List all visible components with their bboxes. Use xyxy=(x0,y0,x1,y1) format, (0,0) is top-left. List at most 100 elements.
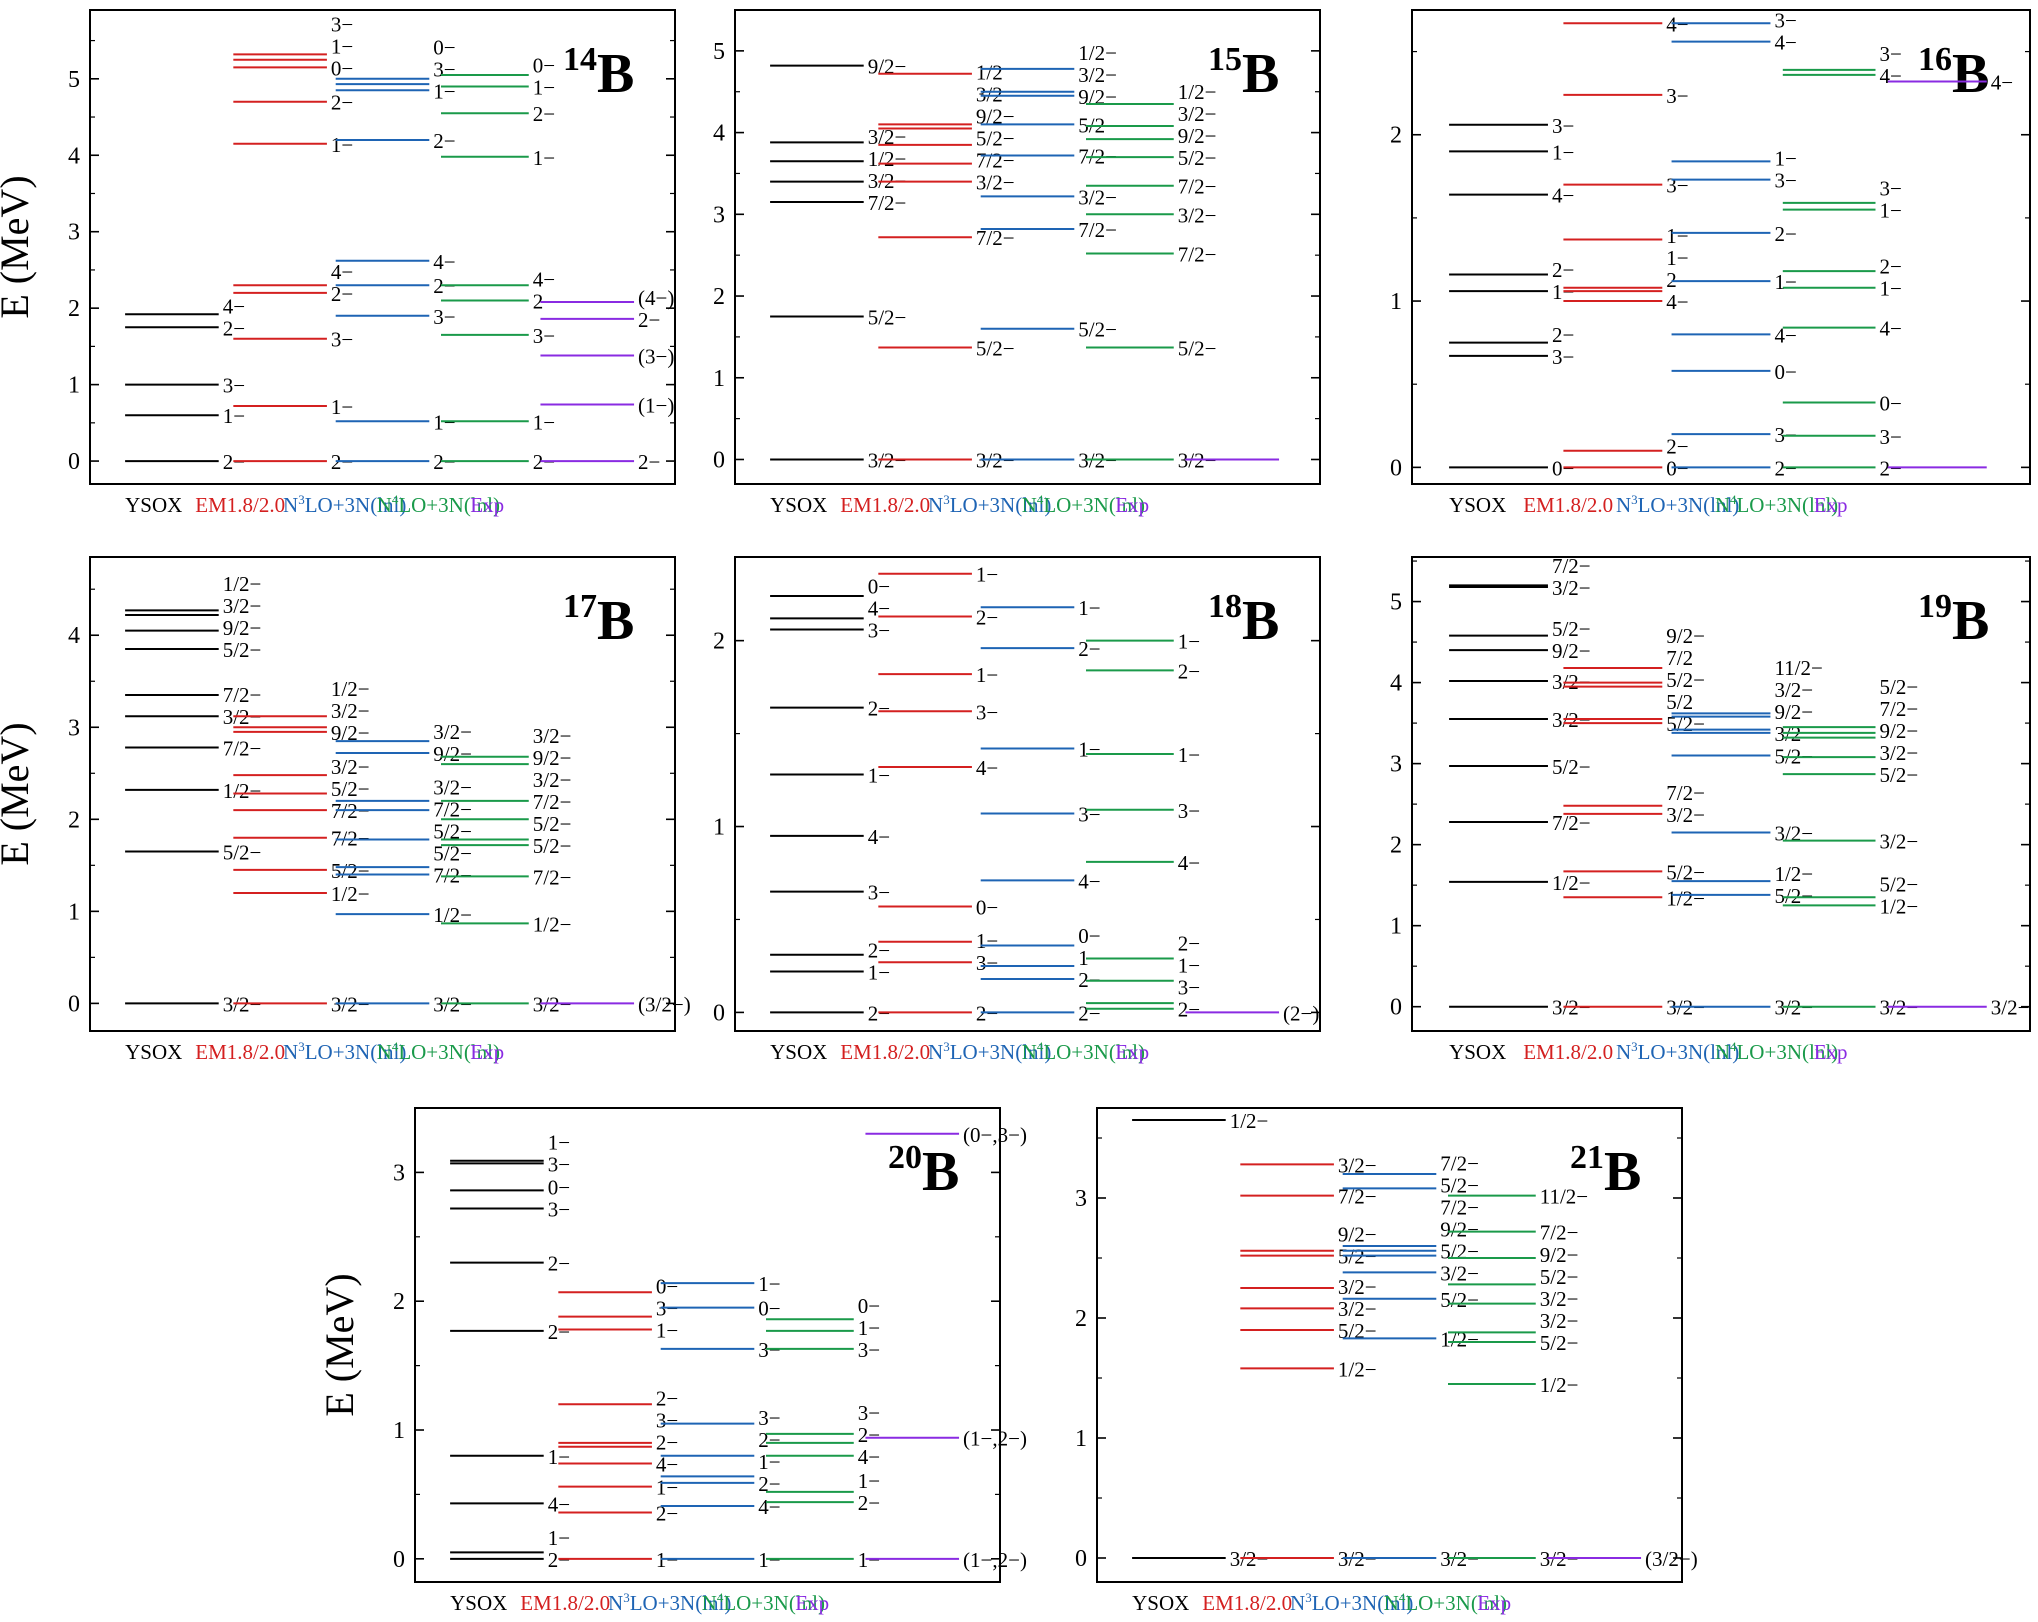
panel-frame xyxy=(89,556,676,1032)
level-label: 1/2− xyxy=(331,882,370,906)
level-label: 5/2− xyxy=(868,305,907,329)
panel-16B: 01216B0−3−2−1−2−4−1−3−0−2−4−21−1−3−3−4−2… xyxy=(1390,9,2031,517)
level-label: 1− xyxy=(976,929,998,953)
legend-n3lo: N3LO+3N(lnl) xyxy=(283,492,406,517)
y-tick-label: 5 xyxy=(1390,590,1402,616)
y-tick-label: 3 xyxy=(393,1160,405,1186)
level-label: 2− xyxy=(1666,434,1688,458)
level-label: 0− xyxy=(758,1297,780,1321)
level-label: 3− xyxy=(1774,169,1796,193)
level-label: (1−) xyxy=(638,393,674,417)
level-label: 7/2− xyxy=(1666,781,1705,805)
level-label: 2− xyxy=(656,1431,678,1455)
level-label: 1− xyxy=(1666,246,1688,270)
level-label: 9/2− xyxy=(1774,700,1813,724)
level-label: 4− xyxy=(533,268,555,292)
level-label: 0− xyxy=(1774,360,1796,384)
level-label: 4− xyxy=(1991,71,2013,95)
level-label: 4− xyxy=(433,250,455,274)
y-axis-label: E (MeV) xyxy=(317,1273,362,1416)
nucleus-mass: 16 xyxy=(1918,41,1952,78)
y-axis-label: E (MeV) xyxy=(0,175,37,318)
level-label: 3/2− xyxy=(1774,821,1813,845)
level-label: 1/2− xyxy=(533,912,572,936)
level-label: 1− xyxy=(858,1469,880,1493)
level-label: 2− xyxy=(433,129,455,153)
level-label: 7/2− xyxy=(868,191,907,215)
level-label: 0− xyxy=(331,56,353,80)
level-label: 1− xyxy=(548,1445,570,1469)
level-label: 3/2− xyxy=(1540,1309,1579,1333)
level-label: 1− xyxy=(1774,270,1796,294)
legend-exp: Exp xyxy=(795,1591,829,1615)
level-label: 9/2− xyxy=(1540,1243,1579,1267)
level-label: 2− xyxy=(548,1320,570,1344)
y-axis-label: E (MeV) xyxy=(0,722,37,865)
level-label: 3/2− xyxy=(1178,203,1217,227)
level-label: 1/2− xyxy=(1552,871,1591,895)
level-label: 9/2− xyxy=(868,55,907,79)
level-label: 2− xyxy=(976,605,998,629)
level-label: 3/2− xyxy=(331,699,370,723)
y-tick-label: 4 xyxy=(1390,671,1402,697)
level-label: 5/2− xyxy=(1774,884,1813,908)
legend-em: EM1.8/2.0 xyxy=(520,1591,610,1615)
panel-19B: 01234519B3/2−1/2−7/2−5/2−3/2−3/2−9/2−5/2… xyxy=(1390,554,2031,1064)
level-label: 4− xyxy=(1774,31,1796,55)
level-label: 4− xyxy=(1666,290,1688,314)
legend-em: EM1.8/2.0 xyxy=(840,493,930,517)
level-label: 0− xyxy=(656,1275,678,1299)
y-tick-label: 0 xyxy=(68,449,80,475)
level-label: 7/2 xyxy=(1666,646,1693,670)
level-label: 3/2− xyxy=(976,171,1015,195)
level-label: 1− xyxy=(548,1526,570,1550)
level-label: 4− xyxy=(331,260,353,284)
level-label: 1− xyxy=(548,1130,570,1154)
level-label: 2− xyxy=(1774,222,1796,246)
y-tick-label: 1 xyxy=(393,1418,405,1444)
level-label: 0− xyxy=(868,574,890,598)
level-label: 3/2− xyxy=(1774,678,1813,702)
nucleus-mass: 18 xyxy=(1208,588,1242,625)
nucleus-label: 18B xyxy=(1208,588,1279,652)
legend-exp: Exp xyxy=(1115,1040,1149,1064)
y-tick-label: 1 xyxy=(1390,289,1402,315)
level-label: 1− xyxy=(1178,954,1200,978)
level-label: 3/2 xyxy=(976,83,1003,107)
legend-ysox: YSOX xyxy=(1449,493,1506,517)
level-label: 9/2− xyxy=(1666,624,1705,648)
legend-n3lo: N3LO+3N(lnl) xyxy=(1290,1590,1413,1615)
level-label: 2− xyxy=(548,1252,570,1276)
y-tick-label: 0 xyxy=(713,447,725,473)
level-label: 2− xyxy=(656,1387,678,1411)
level-label: 2− xyxy=(331,282,353,306)
level-label: 7/2− xyxy=(1440,1151,1479,1175)
level-label: 0− xyxy=(976,895,998,919)
level-label: 1/2− xyxy=(1666,886,1705,910)
panel-frame xyxy=(734,9,1321,485)
level-label: 3− xyxy=(548,1197,570,1221)
level-label: 3− xyxy=(1666,174,1688,198)
level-label: (3/2−) xyxy=(638,992,691,1016)
level-label: 1/2− xyxy=(1230,1109,1269,1133)
level-label: 7/2− xyxy=(1880,697,1919,721)
nucleus-symbol: B xyxy=(597,43,634,105)
y-tick-label: 4 xyxy=(68,623,80,649)
level-label: 3/2− xyxy=(1991,996,2030,1020)
level-label: 1− xyxy=(331,34,353,58)
level-label: 2− xyxy=(868,939,890,963)
level-label: 2− xyxy=(868,697,890,721)
level-label: 1− xyxy=(1552,280,1574,304)
level-label: 3/2− xyxy=(1078,63,1117,87)
level-label: 7/2− xyxy=(223,683,262,707)
level-label: 5/2− xyxy=(1078,318,1117,342)
level-label: 3/2− xyxy=(223,594,262,618)
legend-n4lo: N4LO+3N(lnl) xyxy=(1022,492,1145,517)
legend-em: EM1.8/2.0 xyxy=(1202,1591,1292,1615)
legend-ysox: YSOX xyxy=(770,493,827,517)
level-label: 9/2− xyxy=(533,746,572,770)
level-label: 3/2− xyxy=(433,776,472,800)
level-label: (1−,2−) xyxy=(963,1427,1027,1451)
level-label: 4− xyxy=(656,1453,678,1477)
level-label: 1− xyxy=(1880,277,1902,301)
